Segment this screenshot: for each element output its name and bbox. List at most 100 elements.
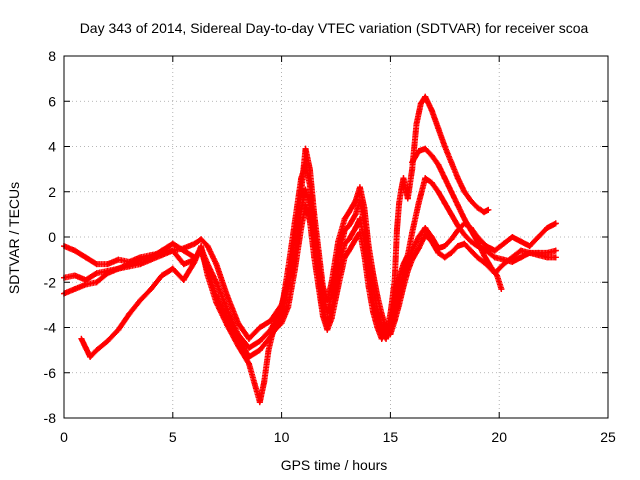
y-tick-label: 6 xyxy=(48,93,56,109)
data-point xyxy=(441,143,448,150)
data-point xyxy=(428,152,435,159)
data-point xyxy=(454,222,461,229)
data-point xyxy=(198,243,205,250)
data-point xyxy=(404,252,411,259)
data-point xyxy=(356,197,363,204)
data-point xyxy=(491,254,498,261)
data-point xyxy=(115,265,122,272)
data-point xyxy=(435,125,442,132)
data-point xyxy=(126,310,133,317)
data-point xyxy=(415,234,422,240)
data-point xyxy=(224,322,231,329)
data-point xyxy=(422,175,429,182)
data-point xyxy=(517,254,524,261)
data-point xyxy=(169,247,176,254)
data-point xyxy=(435,161,442,168)
data-point xyxy=(454,243,461,250)
data-point xyxy=(422,93,429,100)
data-point xyxy=(356,184,363,191)
data-point xyxy=(356,229,363,236)
data-point xyxy=(480,252,487,259)
data-point xyxy=(467,247,474,254)
x-tick-label: 20 xyxy=(491,429,507,445)
data-point xyxy=(71,247,78,254)
data-point xyxy=(428,234,435,240)
data-point xyxy=(417,100,424,107)
data-point xyxy=(500,240,507,247)
data-point xyxy=(245,344,252,351)
data-point xyxy=(461,215,468,222)
data-point xyxy=(82,254,89,261)
data-point xyxy=(552,254,559,261)
data-point xyxy=(324,326,331,333)
x-tick-label: 15 xyxy=(383,429,399,445)
data-point xyxy=(396,274,403,281)
y-tick-label: 0 xyxy=(48,229,56,245)
data-point xyxy=(137,297,144,304)
data-point xyxy=(169,265,176,272)
data-point xyxy=(415,200,422,207)
data-point xyxy=(509,258,516,265)
data-point xyxy=(498,286,505,293)
data-point xyxy=(158,272,165,279)
data-point xyxy=(552,220,559,227)
axis-ticks: 0 5 10 15 20 25 -8 -6 -4 -2 0 2 4 6 8 xyxy=(44,48,616,445)
x-tick-label: 5 xyxy=(169,429,177,445)
data-point xyxy=(213,261,220,268)
data-point xyxy=(198,236,205,243)
data-point xyxy=(328,315,335,322)
data-point xyxy=(441,254,448,261)
data-point xyxy=(311,254,318,261)
data-point xyxy=(356,215,363,222)
data-point xyxy=(378,335,385,342)
data-point xyxy=(169,240,176,247)
chart-title: Day 343 of 2014, Sidereal Day-to-day VTE… xyxy=(80,20,589,36)
data-point xyxy=(213,299,220,306)
data-point xyxy=(391,276,398,283)
data-point xyxy=(285,304,292,311)
data-point xyxy=(517,238,524,245)
data-point xyxy=(256,338,263,345)
data-marks xyxy=(61,93,559,406)
data-point xyxy=(104,267,111,274)
data-point xyxy=(535,249,542,256)
data-point xyxy=(256,347,263,354)
data-point xyxy=(256,399,263,406)
data-point xyxy=(319,313,326,320)
data-point xyxy=(374,324,381,331)
data-point xyxy=(485,206,492,213)
data-point xyxy=(115,326,122,333)
data-point xyxy=(435,188,442,195)
data-point xyxy=(461,240,468,247)
data-point xyxy=(245,335,252,342)
data-point xyxy=(415,245,422,252)
data-point xyxy=(409,229,416,236)
data-point xyxy=(441,200,448,207)
data-point xyxy=(365,283,372,290)
data-point xyxy=(352,236,359,243)
data-point xyxy=(369,308,376,315)
data-point xyxy=(422,145,429,152)
data-point xyxy=(306,218,313,225)
y-tick-label: 4 xyxy=(48,139,56,155)
data-point xyxy=(341,254,348,261)
y-axis-label: SDTVAR / TECUs xyxy=(6,182,22,294)
x-tick-label: 25 xyxy=(600,429,616,445)
data-point xyxy=(346,236,353,243)
y-tick-label: 8 xyxy=(48,48,56,64)
data-point xyxy=(224,292,231,299)
data-point xyxy=(448,159,455,166)
data-point xyxy=(413,120,420,127)
x-axis-label: GPS time / hours xyxy=(281,457,388,473)
data-point xyxy=(158,247,165,254)
data-point xyxy=(352,224,359,231)
data-point xyxy=(474,204,481,211)
data-point xyxy=(267,317,274,324)
y-tick-label: -4 xyxy=(44,320,57,336)
data-point xyxy=(552,247,559,254)
x-tick-label: 10 xyxy=(274,429,290,445)
data-point xyxy=(500,256,507,263)
data-point xyxy=(491,247,498,254)
data-point xyxy=(428,179,435,186)
data-point xyxy=(409,166,416,173)
